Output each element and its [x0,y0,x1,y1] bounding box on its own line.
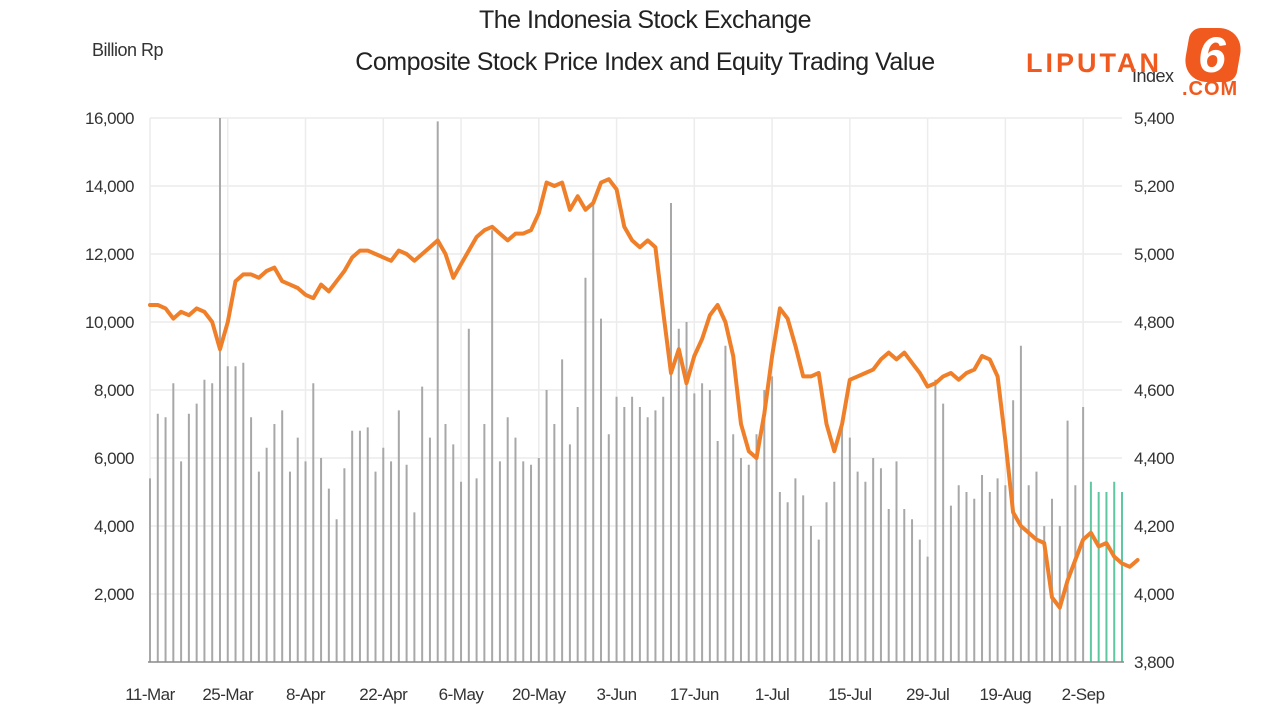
right-axis-unit-label: Index [1132,66,1174,86]
right-axis-tick-label: 3,800 [1134,653,1174,672]
chart-title: The Indonesia Stock Exchange [478,6,812,34]
x-axis-tick-label: 19-Aug [979,685,1031,704]
logo-brand-text: LIPUTAN [1026,48,1162,78]
liputan6-logo: LIPUTAN 6 .COM [1022,27,1262,100]
x-axis-tick-label: 15-Jul [828,685,871,704]
x-axis-tick-label: 22-Apr [359,685,408,704]
left-axis-tick-label: 12,000 [85,245,134,264]
left-axis-tick-label: 14,000 [85,177,134,196]
logo-digit: 6 [1198,27,1226,83]
left-axis-tick-label: 10,000 [85,313,134,332]
left-axis-unit-label: Billion Rp [92,40,164,60]
right-axis-tick-label: 5,000 [1134,245,1174,264]
x-axis-tick-label: 17-Jun [670,685,719,704]
right-axis-tick-label: 4,600 [1134,381,1174,400]
right-axis-tick-label: 4,400 [1134,449,1174,468]
right-axis-tick-label: 4,200 [1134,517,1174,536]
x-axis-tick-label: 20-May [512,685,567,704]
left-axis-tick-label: 4,000 [94,517,134,536]
index-line [148,177,1140,610]
x-axis-tick-label: 3-Jun [597,685,637,704]
x-axis-tick-label: 8-Apr [286,685,326,704]
right-axis-tick-label: 5,200 [1134,177,1174,196]
x-axis-tick-label: 2-Sep [1062,685,1105,704]
x-axis-tick-label: 11-Mar [125,685,175,704]
x-axis-tick-label: 1-Jul [755,685,789,704]
left-axis-tick-label: 6,000 [94,449,134,468]
left-axis-tick-label: 16,000 [85,109,134,128]
x-axis-tick-label: 6-May [439,685,485,704]
right-axis-tick-label: 4,800 [1134,313,1174,332]
left-axis-tick-label: 2,000 [94,585,134,604]
left-axis-tick-label: 8,000 [94,381,134,400]
x-axis-tick-label: 29-Jul [906,685,949,704]
right-axis-tick-label: 4,000 [1134,585,1174,604]
x-axis-tick-label: 25-Mar [202,685,254,704]
right-axis-tick-label: 5,400 [1134,109,1174,128]
chart-subtitle: Composite Stock Price Index and Equity T… [355,48,935,76]
logo-suffix: .COM [1182,78,1239,100]
